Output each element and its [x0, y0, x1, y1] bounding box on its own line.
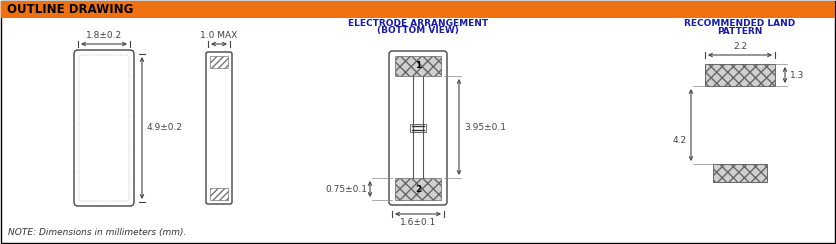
FancyBboxPatch shape: [389, 51, 447, 205]
Text: 4.2: 4.2: [673, 136, 687, 145]
Text: PATTERN: PATTERN: [717, 27, 762, 35]
Text: 3.95±0.1: 3.95±0.1: [464, 122, 506, 132]
Text: 1: 1: [415, 61, 421, 71]
Text: (BOTTOM VIEW): (BOTTOM VIEW): [377, 27, 459, 35]
Text: 1.8±0.2: 1.8±0.2: [86, 31, 122, 40]
Bar: [210, 56, 228, 68]
Bar: [1, 1, 835, 18]
Text: RECOMMENDED LAND: RECOMMENDED LAND: [685, 20, 796, 29]
Bar: [395, 56, 441, 76]
Text: 2: 2: [415, 184, 421, 193]
Text: NOTE: Dimensions in millimeters (mm).: NOTE: Dimensions in millimeters (mm).: [8, 228, 186, 237]
Text: ELECTRODE ARRANGEMENT: ELECTRODE ARRANGEMENT: [348, 20, 488, 29]
Text: 4.9±0.2: 4.9±0.2: [147, 123, 183, 132]
Bar: [395, 178, 441, 200]
Text: 1.6±0.1: 1.6±0.1: [400, 218, 436, 227]
Bar: [210, 188, 228, 200]
Text: 1.3: 1.3: [790, 71, 804, 80]
FancyBboxPatch shape: [74, 50, 134, 206]
Bar: [410, 124, 426, 132]
Text: 2.2: 2.2: [733, 42, 747, 51]
Text: 0.75±0.1: 0.75±0.1: [325, 184, 367, 193]
FancyBboxPatch shape: [206, 52, 232, 204]
Text: 1.0 MAX: 1.0 MAX: [201, 31, 237, 40]
Bar: [713, 164, 767, 182]
Bar: [705, 64, 775, 86]
Text: OUTLINE DRAWING: OUTLINE DRAWING: [7, 3, 134, 16]
